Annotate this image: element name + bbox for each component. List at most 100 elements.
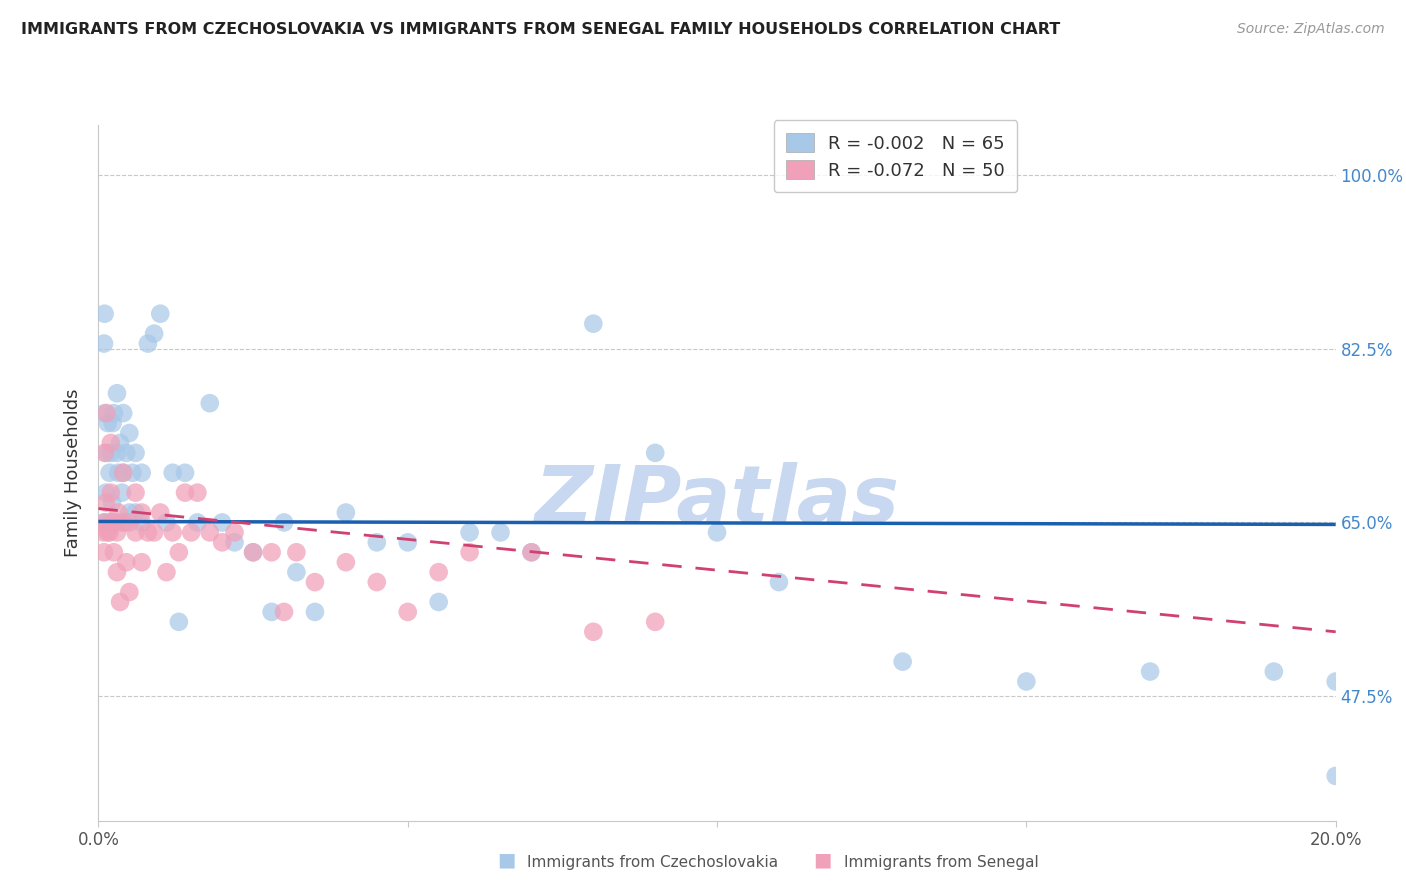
Point: [105, 525, 128, 540]
Point: [427, 565, 450, 579]
Point: [131, 516, 153, 530]
Text: Immigrants from Czechoslovakia: Immigrants from Czechoslovakia: [527, 855, 779, 870]
Point: [112, 516, 135, 530]
Point: [224, 535, 246, 549]
Point: [112, 466, 135, 480]
Point: [198, 525, 221, 540]
Point: [100, 516, 122, 530]
Point: [366, 575, 388, 590]
Point: [93, 336, 115, 351]
Point: [162, 525, 184, 540]
Text: ■: ■: [813, 851, 832, 870]
Point: [118, 585, 141, 599]
Point: [103, 545, 125, 559]
Point: [260, 545, 283, 559]
Point: [458, 545, 481, 559]
Point: [107, 506, 129, 520]
Point: [93, 525, 115, 540]
Point: [644, 615, 666, 629]
Point: [100, 446, 122, 460]
Point: [149, 307, 172, 321]
Point: [582, 317, 605, 331]
Point: [335, 506, 357, 520]
Point: [891, 655, 914, 669]
Point: [155, 516, 177, 530]
Point: [97, 416, 120, 430]
Point: [105, 516, 128, 530]
Point: [198, 396, 221, 410]
Point: [124, 525, 146, 540]
Point: [174, 466, 197, 480]
Point: [136, 525, 159, 540]
Point: [155, 565, 177, 579]
Text: Immigrants from Senegal: Immigrants from Senegal: [844, 855, 1039, 870]
Point: [108, 595, 131, 609]
Point: [121, 466, 143, 480]
Point: [242, 545, 264, 559]
Legend: R = -0.002   N = 65, R = -0.072   N = 50: R = -0.002 N = 65, R = -0.072 N = 50: [773, 120, 1018, 193]
Point: [112, 466, 135, 480]
Point: [101, 495, 124, 509]
Point: [136, 336, 159, 351]
Point: [1324, 674, 1347, 689]
Point: [335, 555, 357, 569]
Point: [273, 516, 295, 530]
Point: [211, 516, 233, 530]
Point: [1263, 665, 1285, 679]
Point: [162, 466, 184, 480]
Point: [108, 436, 131, 450]
Point: [93, 406, 115, 420]
Point: [115, 555, 138, 569]
Point: [304, 575, 326, 590]
Point: [1015, 674, 1038, 689]
Point: [149, 506, 172, 520]
Point: [93, 516, 115, 530]
Point: [706, 525, 728, 540]
Point: [131, 466, 153, 480]
Point: [1324, 769, 1347, 783]
Point: [100, 485, 122, 500]
Point: [107, 466, 129, 480]
Point: [224, 525, 246, 540]
Text: ZIPatlas: ZIPatlas: [534, 461, 900, 540]
Point: [93, 516, 115, 530]
Point: [285, 545, 308, 559]
Point: [98, 466, 121, 480]
Point: [260, 605, 283, 619]
Point: [97, 525, 120, 540]
Point: [124, 485, 146, 500]
Point: [101, 516, 124, 530]
Point: [112, 516, 135, 530]
Point: [186, 516, 208, 530]
Point: [304, 605, 326, 619]
Point: [112, 406, 135, 420]
Point: [1139, 665, 1161, 679]
Point: [93, 545, 115, 559]
Y-axis label: Family Households: Family Households: [65, 389, 83, 557]
Point: [124, 506, 146, 520]
Point: [180, 525, 202, 540]
Point: [93, 307, 115, 321]
Text: Source: ZipAtlas.com: Source: ZipAtlas.com: [1237, 22, 1385, 37]
Point: [105, 386, 128, 401]
Point: [103, 516, 125, 530]
Point: [273, 605, 295, 619]
Point: [174, 485, 197, 500]
Point: [118, 425, 141, 440]
Point: [96, 446, 118, 460]
Point: [242, 545, 264, 559]
Point: [103, 406, 125, 420]
Point: [143, 525, 166, 540]
Point: [582, 624, 605, 639]
Point: [105, 565, 128, 579]
Point: [186, 485, 208, 500]
Point: [115, 446, 138, 460]
Point: [458, 525, 481, 540]
Point: [167, 545, 190, 559]
Point: [97, 516, 120, 530]
Point: [520, 545, 543, 559]
Point: [768, 575, 790, 590]
Point: [520, 545, 543, 559]
Point: [94, 495, 117, 509]
Point: [285, 565, 308, 579]
